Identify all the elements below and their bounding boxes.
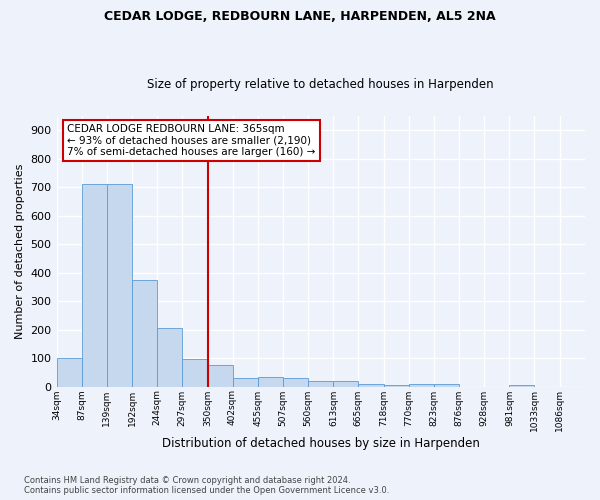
Bar bbox=[509, 385, 535, 386]
Bar bbox=[233, 378, 258, 386]
Bar bbox=[358, 384, 383, 386]
Bar bbox=[208, 365, 233, 386]
Bar bbox=[82, 184, 107, 386]
Bar bbox=[434, 384, 459, 386]
Bar bbox=[157, 328, 182, 386]
Bar bbox=[258, 378, 283, 386]
Bar bbox=[283, 378, 308, 386]
Text: Contains HM Land Registry data © Crown copyright and database right 2024.
Contai: Contains HM Land Registry data © Crown c… bbox=[24, 476, 389, 495]
Text: CEDAR LODGE, REDBOURN LANE, HARPENDEN, AL5 2NA: CEDAR LODGE, REDBOURN LANE, HARPENDEN, A… bbox=[104, 10, 496, 23]
X-axis label: Distribution of detached houses by size in Harpenden: Distribution of detached houses by size … bbox=[162, 437, 480, 450]
Bar bbox=[409, 384, 434, 386]
Title: Size of property relative to detached houses in Harpenden: Size of property relative to detached ho… bbox=[148, 78, 494, 91]
Bar bbox=[383, 384, 409, 386]
Bar bbox=[334, 381, 358, 386]
Bar bbox=[132, 280, 157, 386]
Bar bbox=[107, 184, 132, 386]
Bar bbox=[56, 358, 82, 386]
Bar bbox=[182, 360, 208, 386]
Text: CEDAR LODGE REDBOURN LANE: 365sqm
← 93% of detached houses are smaller (2,190)
7: CEDAR LODGE REDBOURN LANE: 365sqm ← 93% … bbox=[67, 124, 316, 157]
Y-axis label: Number of detached properties: Number of detached properties bbox=[15, 164, 25, 339]
Bar bbox=[308, 381, 334, 386]
